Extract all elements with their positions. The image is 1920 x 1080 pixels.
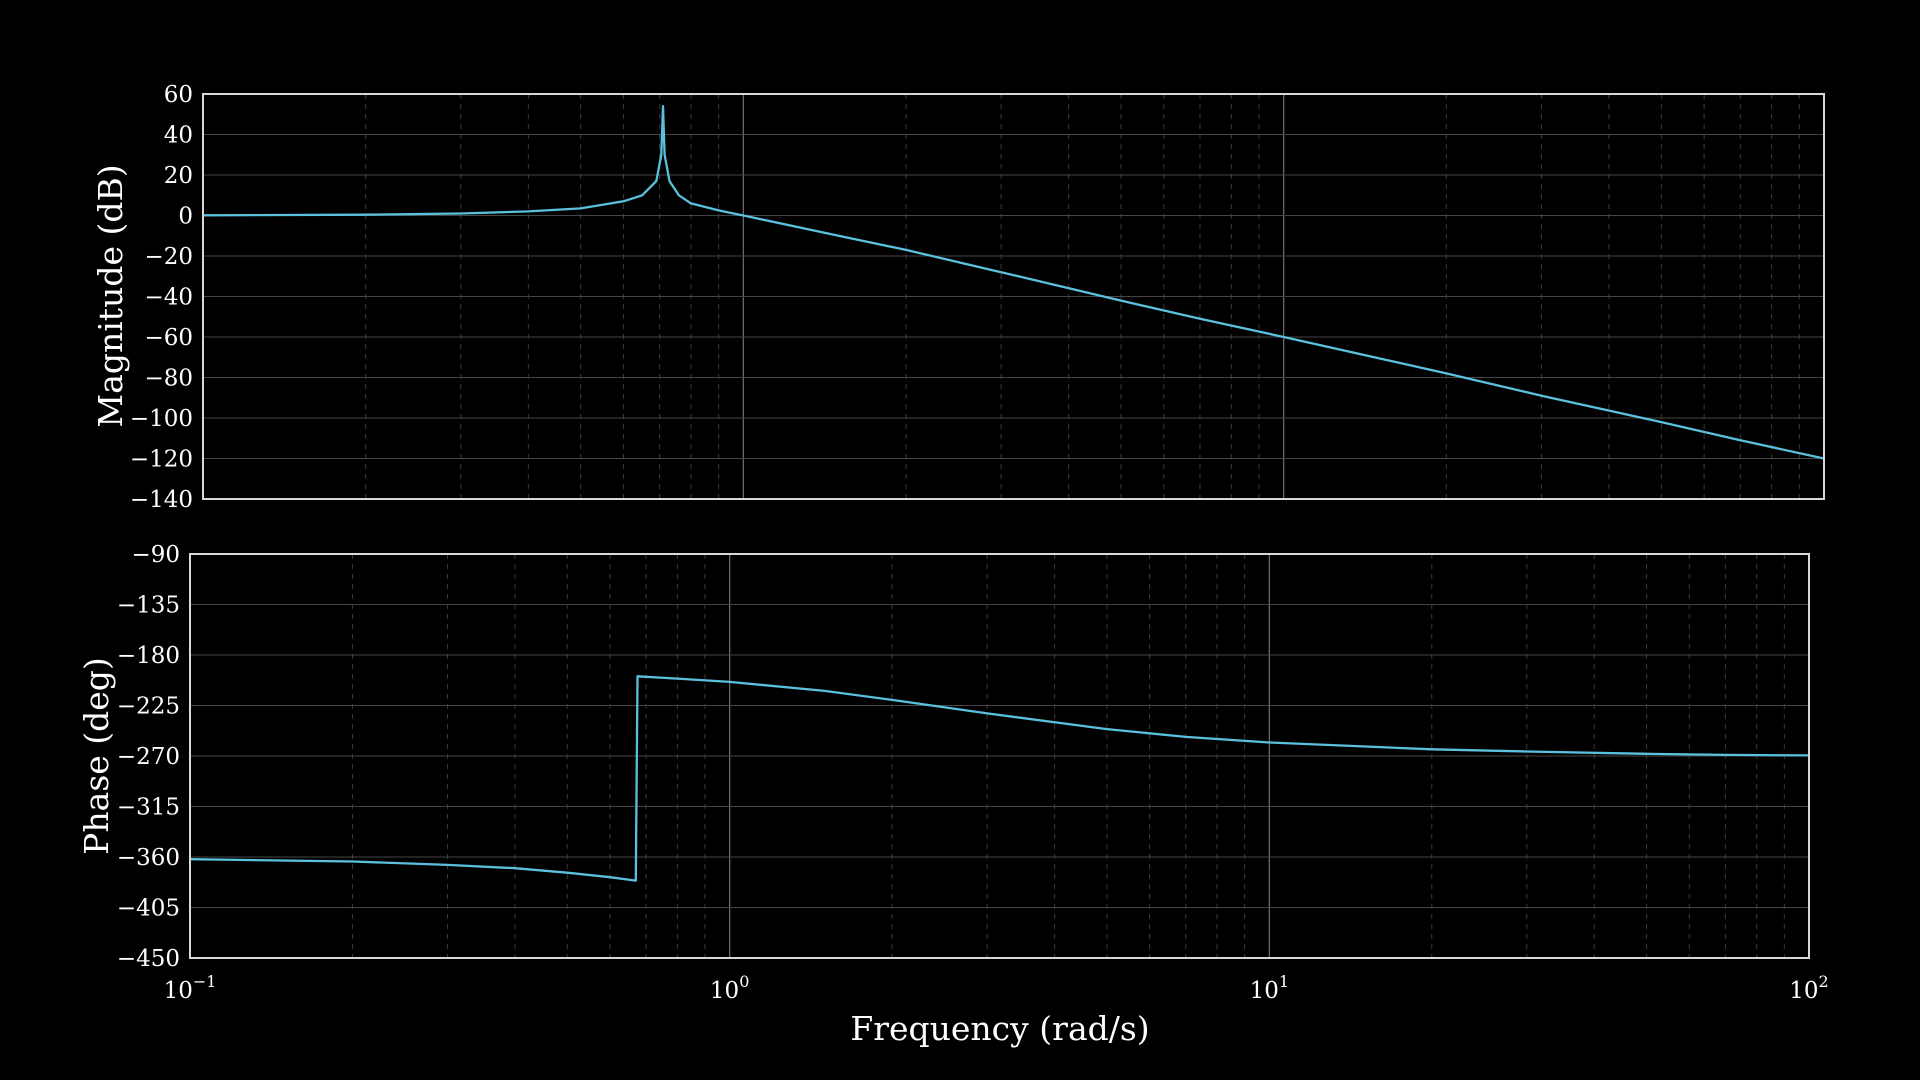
x-tick-label: 101	[1250, 972, 1289, 1004]
y-tick-label: −140	[130, 487, 193, 513]
y-tick-label: 0	[178, 204, 193, 230]
y-tick-label: −135	[117, 593, 180, 619]
y-tick-label: −270	[117, 744, 180, 770]
y-tick-label: 40	[164, 123, 193, 149]
axes-frame	[202, 93, 1825, 500]
y-tick-label: −360	[117, 845, 180, 871]
y-tick-label: −60	[144, 325, 193, 351]
y-tick-label: 20	[164, 163, 193, 189]
y-tick-label: −450	[117, 946, 180, 972]
y-tick-label: −225	[117, 694, 180, 720]
series-line	[189, 675, 1810, 882]
axes-frame	[189, 553, 1810, 959]
y-tick-label: −20	[144, 244, 193, 270]
x-tick-label: 100	[710, 972, 749, 1004]
phase-axis-title: Phase (deg)	[77, 657, 116, 855]
y-tick-label: −90	[131, 542, 180, 568]
magnitude-axis-title: Magnitude (dB)	[91, 164, 130, 427]
y-tick-label: −100	[130, 406, 193, 432]
x-tick-label: 102	[1789, 972, 1828, 1004]
y-tick-label: −315	[117, 795, 180, 821]
frequency-axis-title: Frequency (rad/s)	[850, 1009, 1149, 1048]
y-tick-label: −180	[117, 643, 180, 669]
x-tick-label: 10−1	[164, 972, 217, 1004]
y-tick-label: 60	[164, 82, 193, 108]
y-tick-label: −120	[130, 447, 193, 473]
y-tick-label: −405	[117, 896, 180, 922]
series-line	[202, 105, 1825, 460]
y-tick-label: −80	[144, 366, 193, 392]
magnitude-panel: 60 40 20 0 −20 −40 −60 −80 −100 −120 −140	[130, 82, 1825, 513]
y-tick-label: −40	[144, 285, 193, 311]
